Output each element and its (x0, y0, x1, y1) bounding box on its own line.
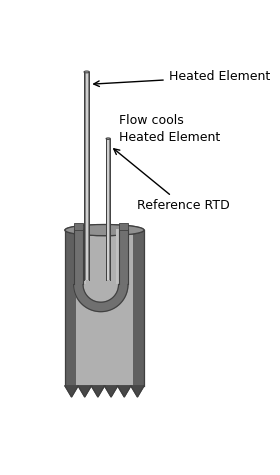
Ellipse shape (106, 138, 110, 140)
FancyBboxPatch shape (76, 230, 133, 386)
FancyBboxPatch shape (118, 229, 128, 285)
Text: Reference RTD: Reference RTD (114, 149, 229, 212)
FancyBboxPatch shape (106, 139, 107, 279)
Text: Flow cools
Heated Element: Flow cools Heated Element (119, 114, 221, 144)
FancyBboxPatch shape (86, 72, 88, 279)
FancyBboxPatch shape (74, 229, 83, 285)
FancyBboxPatch shape (83, 229, 86, 285)
Ellipse shape (65, 225, 144, 236)
FancyBboxPatch shape (88, 72, 89, 279)
Ellipse shape (84, 71, 89, 73)
Polygon shape (74, 285, 128, 312)
FancyBboxPatch shape (65, 230, 76, 386)
FancyBboxPatch shape (74, 223, 83, 230)
FancyBboxPatch shape (109, 139, 110, 279)
FancyBboxPatch shape (107, 139, 109, 279)
FancyBboxPatch shape (133, 230, 144, 386)
Text: Heated Element: Heated Element (94, 70, 270, 86)
Polygon shape (65, 386, 144, 397)
FancyBboxPatch shape (116, 229, 118, 285)
FancyBboxPatch shape (118, 223, 128, 230)
Ellipse shape (65, 225, 144, 236)
FancyBboxPatch shape (84, 72, 86, 279)
